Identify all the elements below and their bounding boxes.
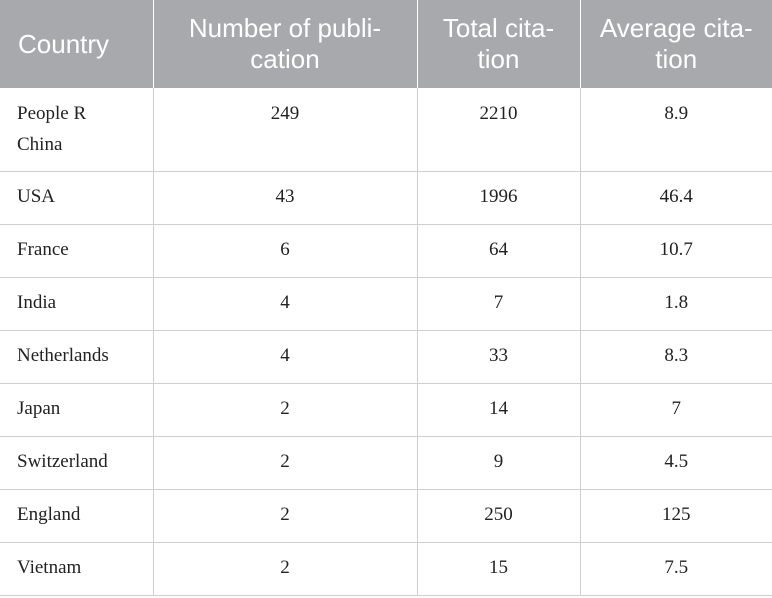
cell-country: England [0,489,153,543]
cell-average-citation: 10.7 [579,224,772,278]
cell-total-citation: 9 [416,436,580,490]
table-body: People R China 249 2210 8.9 USA 43 1996 … [0,88,772,596]
header-line: cation [250,44,320,74]
header-number-of-publication: Number of publi- cation [152,0,417,88]
cell-country: Vietnam [0,542,153,596]
header-line: Average cita- [599,13,753,43]
cell-country: USA [0,171,153,225]
cell-average-citation: 7.5 [579,542,772,596]
table-row: Switzerland 2 9 4.5 [0,436,772,490]
header-line: Number of publi- [188,13,382,43]
cell-total-citation: 33 [416,330,580,384]
cell-country: Netherlands [0,330,153,384]
table-row: USA 43 1996 46.4 [0,171,772,225]
cell-publications: 6 [152,224,417,278]
cell-publications: 249 [152,88,417,172]
country-line: China [17,134,63,155]
cell-average-citation: 125 [579,489,772,543]
cell-country: India [0,277,153,331]
cell-publications: 2 [152,542,417,596]
cell-total-citation: 1996 [416,171,580,225]
header-line: tion [477,44,520,74]
cell-country: Japan [0,383,153,437]
cell-publications: 2 [152,383,417,437]
table-header-row: Country Number of publi- cation Total ci… [0,0,772,88]
header-average-citation: Average cita- tion [579,0,772,88]
country-line: People R [17,103,87,124]
cell-total-citation: 2210 [416,88,580,172]
cell-average-citation: 46.4 [579,171,772,225]
table-row: Vietnam 2 15 7.5 [0,542,772,596]
cell-total-citation: 14 [416,383,580,437]
table-row: England 2 250 125 [0,489,772,543]
cell-average-citation: 4.5 [579,436,772,490]
cell-total-citation: 64 [416,224,580,278]
table-row: People R China 249 2210 8.9 [0,88,772,172]
cell-publications: 43 [152,171,417,225]
table-row: France 6 64 10.7 [0,224,772,278]
table-row: Japan 2 14 7 [0,383,772,437]
table-row: Netherlands 4 33 8.3 [0,330,772,384]
cell-total-citation: 250 [416,489,580,543]
cell-publications: 2 [152,436,417,490]
header-country: Country [0,0,153,88]
cell-publications: 4 [152,277,417,331]
cell-country: France [0,224,153,278]
table-row: India 4 7 1.8 [0,277,772,331]
cell-average-citation: 1.8 [579,277,772,331]
header-line: Country [18,28,110,59]
header-line: tion [655,44,698,74]
cell-total-citation: 7 [416,277,580,331]
cell-total-citation: 15 [416,542,580,596]
cell-average-citation: 8.9 [579,88,772,172]
header-total-citation: Total cita- tion [416,0,580,88]
cell-publications: 2 [152,489,417,543]
cell-country: Switzerland [0,436,153,490]
cell-country: People R China [0,88,153,172]
cell-average-citation: 7 [579,383,772,437]
cell-average-citation: 8.3 [579,330,772,384]
cell-publications: 4 [152,330,417,384]
header-line: Total cita- [442,13,555,43]
